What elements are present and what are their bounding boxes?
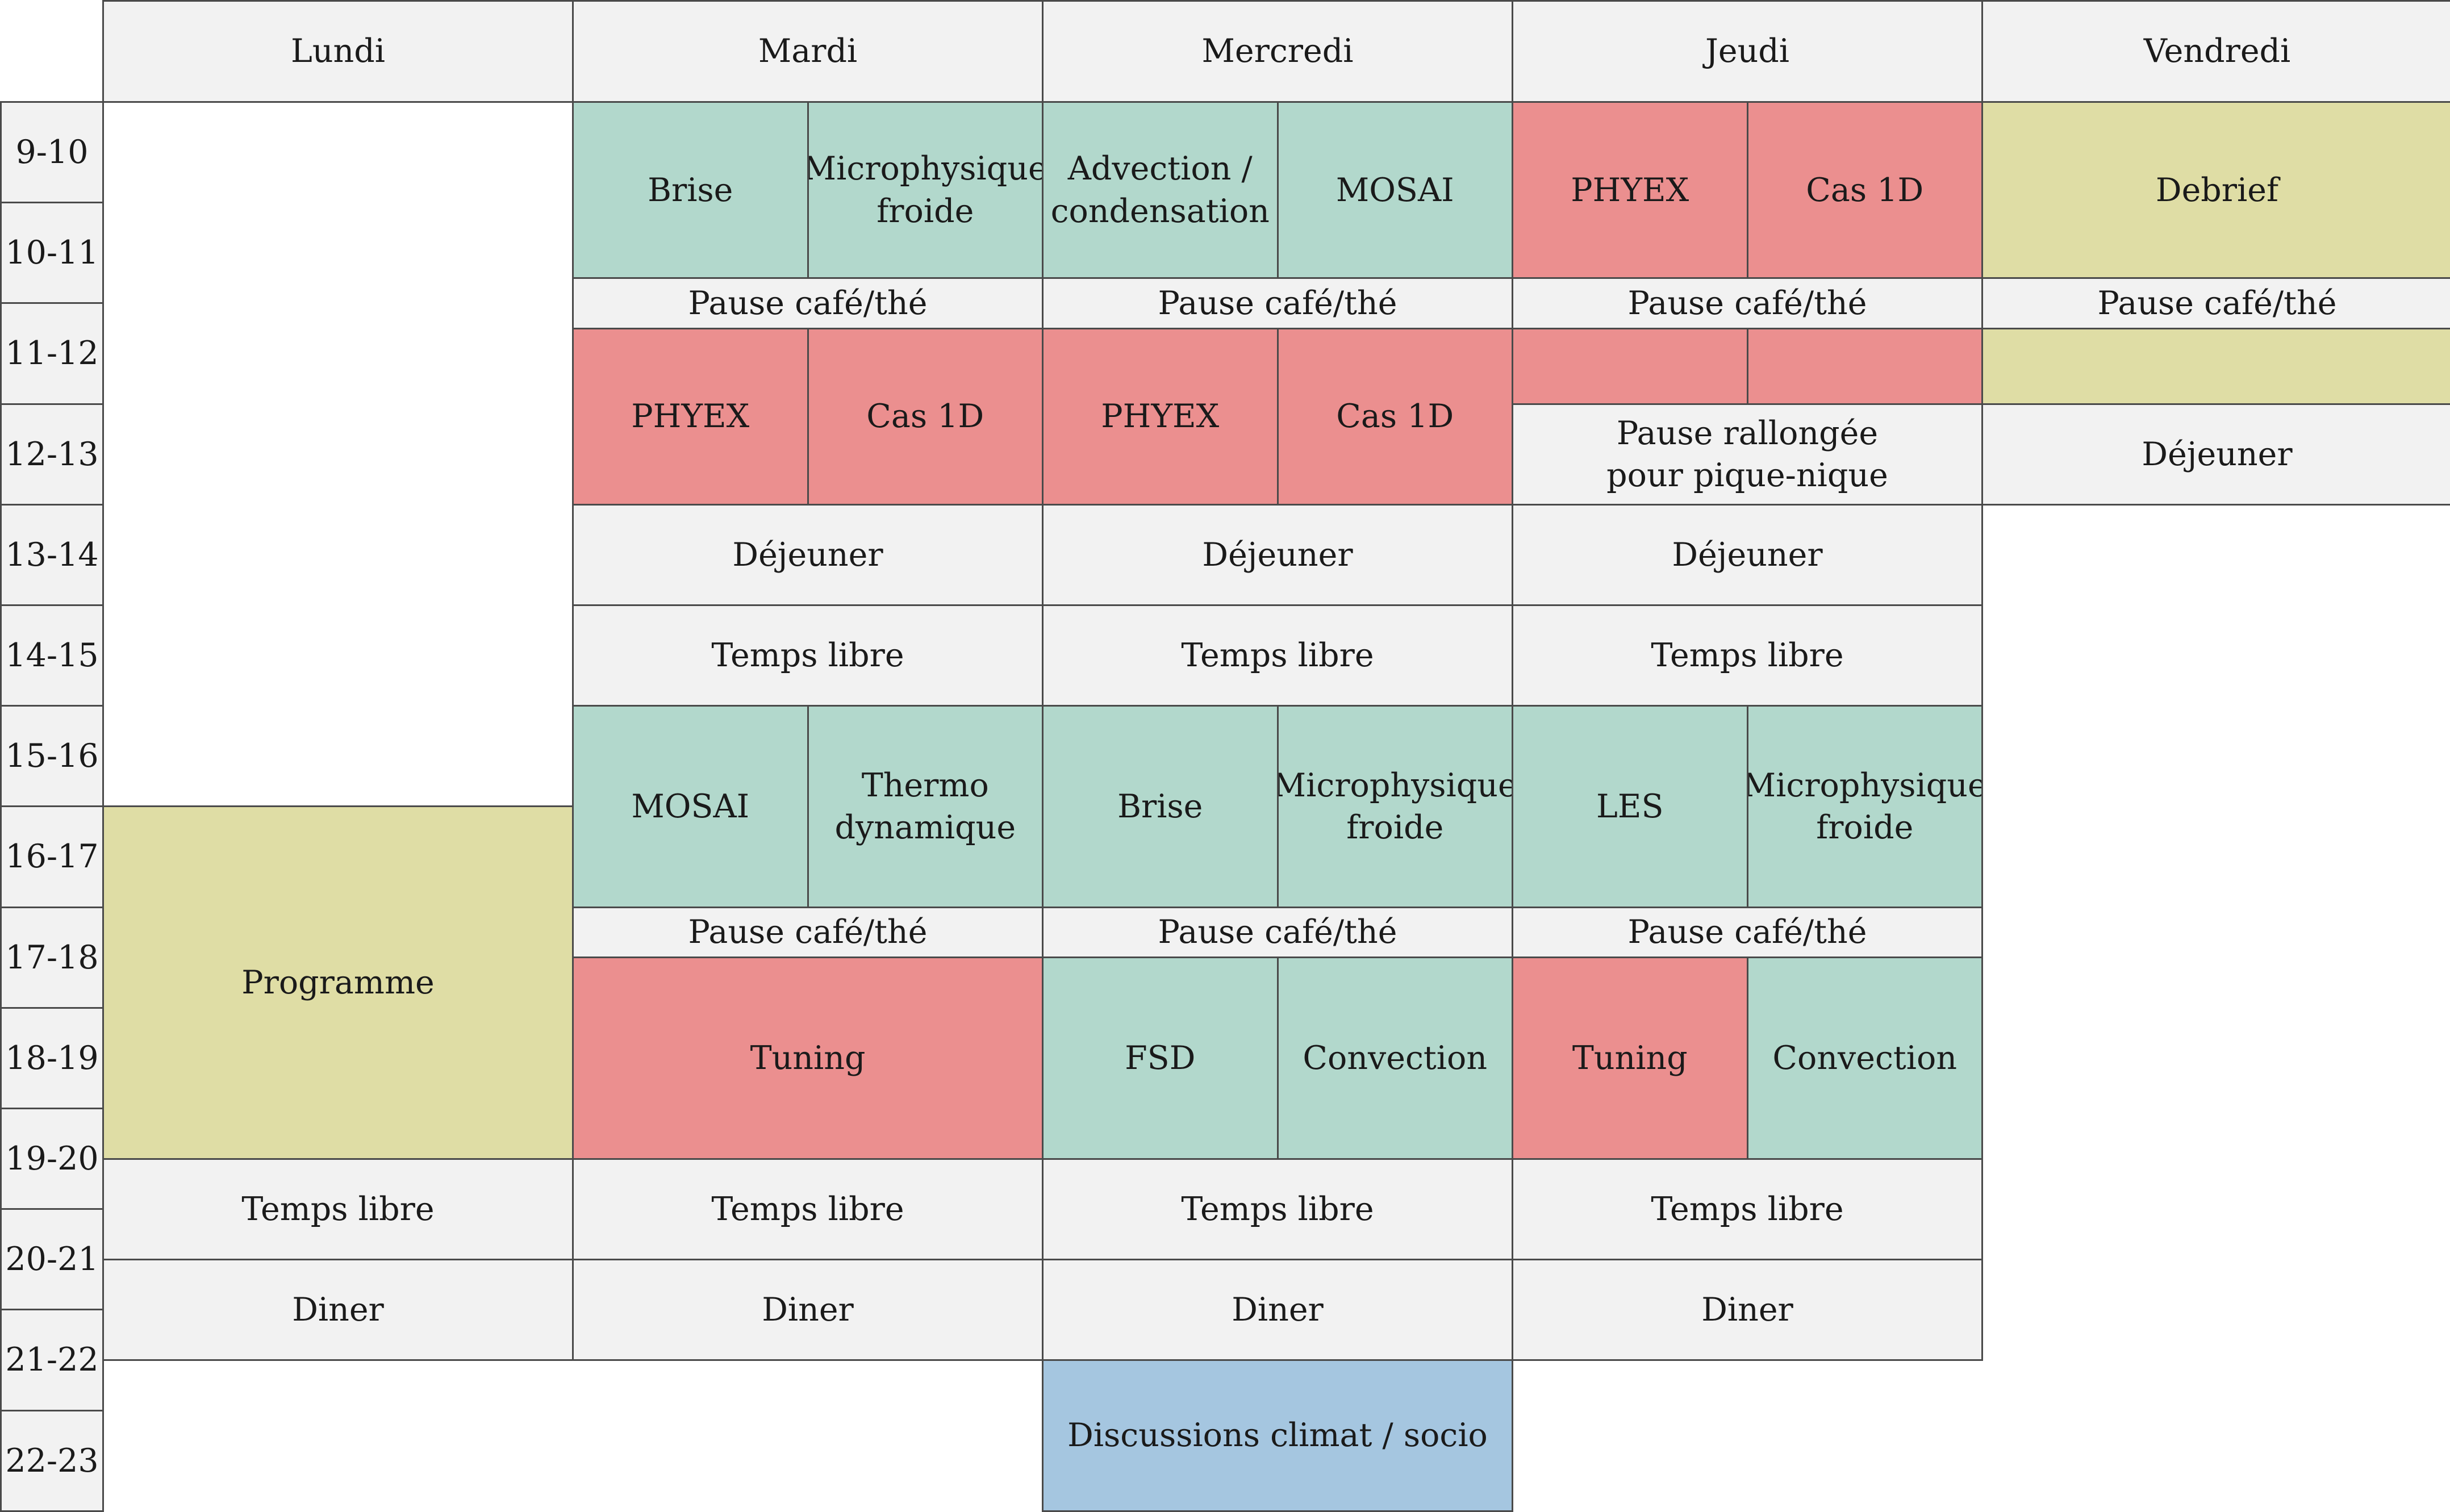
hour-label: 14-15 <box>0 604 104 707</box>
day-header: Jeudi <box>1512 0 1983 103</box>
schedule-event: Diner <box>1512 1258 1983 1361</box>
schedule-event: FSD <box>1042 957 1279 1160</box>
schedule-event: Tuning <box>1512 957 1748 1160</box>
hour-label: 9-10 <box>0 101 104 204</box>
schedule-event: Pause café/thé <box>1512 277 1983 329</box>
schedule-event: Temps libre <box>572 604 1044 707</box>
schedule-event: Convection <box>1276 957 1513 1160</box>
schedule-event: MOSAI <box>1276 101 1513 279</box>
hour-label: 18-19 <box>0 1006 104 1109</box>
hour-label: 21-22 <box>0 1309 104 1411</box>
schedule-event: Pause café/thé <box>572 906 1044 959</box>
schedule-event: Brise <box>572 101 809 279</box>
schedule-event: Temps libre <box>1512 604 1983 707</box>
schedule-event: Microphysique froide <box>1276 705 1513 908</box>
schedule-event: Déjeuner <box>1042 503 1513 606</box>
schedule-event: Temps libre <box>1512 1158 1983 1260</box>
hour-label: 13-14 <box>0 503 104 606</box>
schedule-event: Brise <box>1042 705 1279 908</box>
schedule-event: Microphysique froide <box>1746 705 1983 908</box>
schedule-event: PHYEX <box>572 327 809 506</box>
schedule-event <box>1981 327 2450 405</box>
hour-label: 10-11 <box>0 202 104 304</box>
schedule-event: Diner <box>102 1258 574 1361</box>
hour-label: 16-17 <box>0 805 104 908</box>
schedule-event: Déjeuner <box>1981 403 2450 506</box>
hour-label: 11-12 <box>0 302 104 405</box>
schedule-event: Programme <box>102 805 574 1160</box>
hour-label: 15-16 <box>0 705 104 808</box>
schedule-event: Advection / condensation <box>1042 101 1279 279</box>
day-header: Mercredi <box>1042 0 1513 103</box>
schedule-event: Cas 1D <box>807 327 1044 506</box>
schedule-event: Pause rallongée pour pique-nique <box>1512 403 1983 506</box>
hour-label: 20-21 <box>0 1208 104 1311</box>
schedule-event: Pause café/thé <box>1981 277 2450 329</box>
schedule-event: Temps libre <box>1042 604 1513 707</box>
hour-label: 17-18 <box>0 906 104 1009</box>
schedule-event <box>1512 327 1748 405</box>
hour-label: 12-13 <box>0 403 104 506</box>
schedule-event: LES <box>1512 705 1748 908</box>
hour-label: 22-23 <box>0 1409 104 1512</box>
schedule-event: Diner <box>1042 1258 1513 1361</box>
schedule-event: Debrief <box>1981 101 2450 279</box>
schedule-event: Pause café/thé <box>1042 277 1513 329</box>
schedule-event: Tuning <box>572 957 1044 1160</box>
day-header: Vendredi <box>1981 0 2450 103</box>
schedule-event: Déjeuner <box>1512 503 1983 606</box>
schedule-event: Discussions climat / socio <box>1042 1359 1513 1512</box>
schedule-event: Pause café/thé <box>572 277 1044 329</box>
hour-label: 19-20 <box>0 1108 104 1210</box>
schedule-event: Temps libre <box>1042 1158 1513 1260</box>
schedule-event: MOSAI <box>572 705 809 908</box>
schedule-event: Cas 1D <box>1276 327 1513 506</box>
schedule-event: Pause café/thé <box>1042 906 1513 959</box>
day-header: Mardi <box>572 0 1044 103</box>
schedule-event: PHYEX <box>1042 327 1279 506</box>
schedule-event: Thermo dynamique <box>807 705 1044 908</box>
schedule-event: Pause café/thé <box>1512 906 1983 959</box>
schedule-event: Diner <box>572 1258 1044 1361</box>
schedule-event: Cas 1D <box>1746 101 1983 279</box>
schedule-event: Microphysique froide <box>807 101 1044 279</box>
schedule-event <box>1746 327 1983 405</box>
schedule-event: Temps libre <box>572 1158 1044 1260</box>
day-header: Lundi <box>102 0 574 103</box>
schedule-event: Temps libre <box>102 1158 574 1260</box>
schedule-event: Convection <box>1746 957 1983 1160</box>
schedule-event: PHYEX <box>1512 101 1748 279</box>
schedule-event: Déjeuner <box>572 503 1044 606</box>
